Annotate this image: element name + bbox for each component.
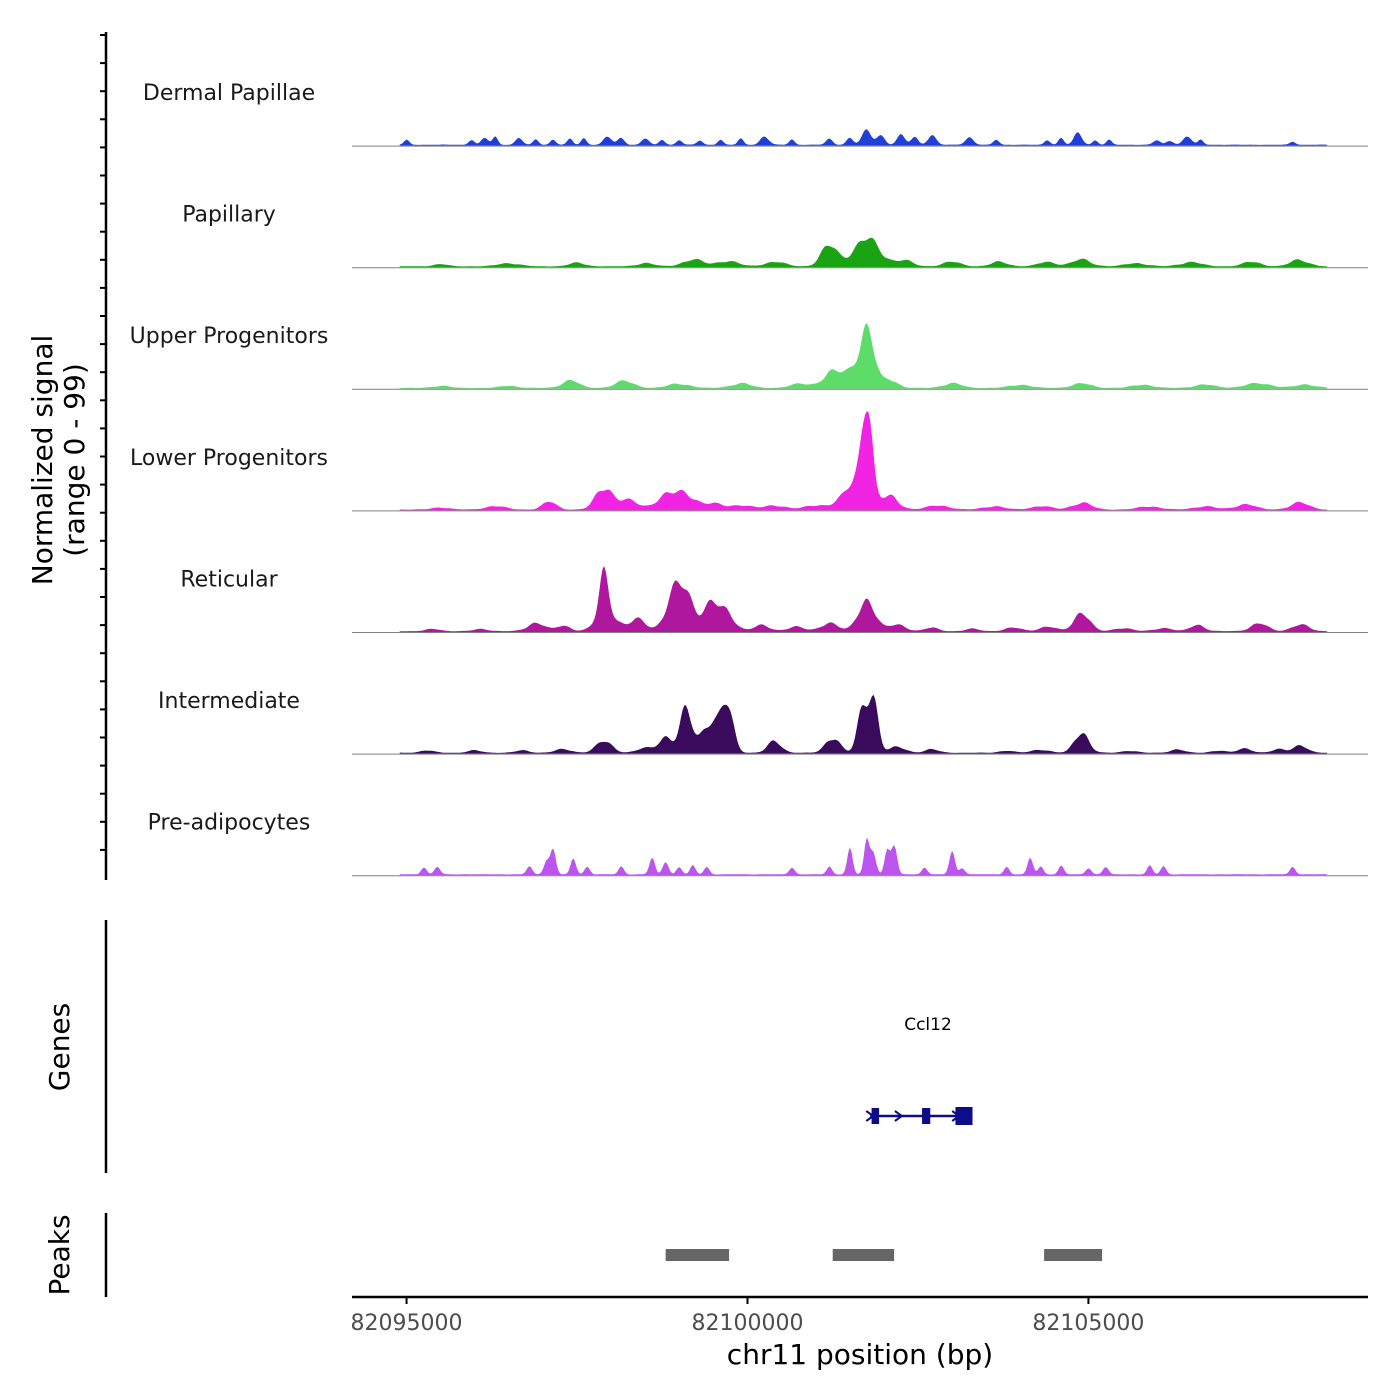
gene-name-label: Ccl12	[904, 1015, 952, 1035]
peak-region	[832, 1249, 895, 1261]
strand-arrow	[894, 1110, 904, 1122]
track-pre-adipocytes: Pre-adipocytes	[148, 811, 1368, 877]
x-axis: 82095000 82100000 82105000	[351, 1295, 1368, 1336]
gene-exon	[955, 1107, 973, 1125]
signal-y-axis	[100, 32, 108, 880]
y-axis-range: (range 0 - 99)	[58, 363, 91, 557]
track-lower-progenitors: Lower Progenitors	[130, 411, 1368, 512]
x-tick-label: 82100000	[691, 1311, 803, 1336]
signal-area	[399, 129, 1328, 146]
x-axis-title: chr11 position (bp)	[727, 1338, 993, 1371]
y-axis-title: Normalized signal	[26, 335, 59, 586]
track-label: Pre-adipocytes	[148, 811, 311, 836]
signal-area	[399, 323, 1328, 389]
track-papillary: Papillary	[182, 203, 1368, 269]
signal-area	[399, 411, 1328, 511]
peaks-axis-title: Peaks	[43, 1214, 76, 1295]
genes-track: Ccl12	[104, 920, 973, 1173]
signal-area	[399, 837, 1328, 876]
gene-exon	[871, 1108, 880, 1124]
peaks-track	[104, 1213, 1103, 1297]
track-label: Reticular	[180, 567, 278, 592]
signal-area	[399, 566, 1328, 632]
track-label: Intermediate	[158, 689, 300, 714]
track-upper-progenitors: Upper Progenitors	[130, 323, 1368, 390]
track-label: Dermal Papillae	[143, 81, 315, 106]
signal-tracks: Dermal Papillae Papillary Upper Progenitor…	[130, 81, 1368, 877]
track-intermediate: Intermediate	[158, 689, 1368, 755]
track-label: Upper Progenitors	[130, 324, 329, 349]
track-dermal-papillae: Dermal Papillae	[143, 81, 1368, 147]
signal-area	[399, 237, 1328, 268]
genes-axis-title: Genes	[43, 1003, 76, 1091]
x-tick-label: 82105000	[1032, 1311, 1144, 1336]
peak-region	[1044, 1249, 1103, 1261]
track-label: Papillary	[182, 203, 276, 228]
gene-ccl12: Ccl12	[865, 1015, 973, 1125]
x-tick-label: 82095000	[351, 1311, 463, 1336]
track-label: Lower Progenitors	[130, 446, 328, 471]
peak-region	[665, 1249, 730, 1261]
track-reticular: Reticular	[180, 566, 1368, 633]
signal-area	[399, 694, 1328, 754]
gene-exon	[922, 1108, 931, 1124]
